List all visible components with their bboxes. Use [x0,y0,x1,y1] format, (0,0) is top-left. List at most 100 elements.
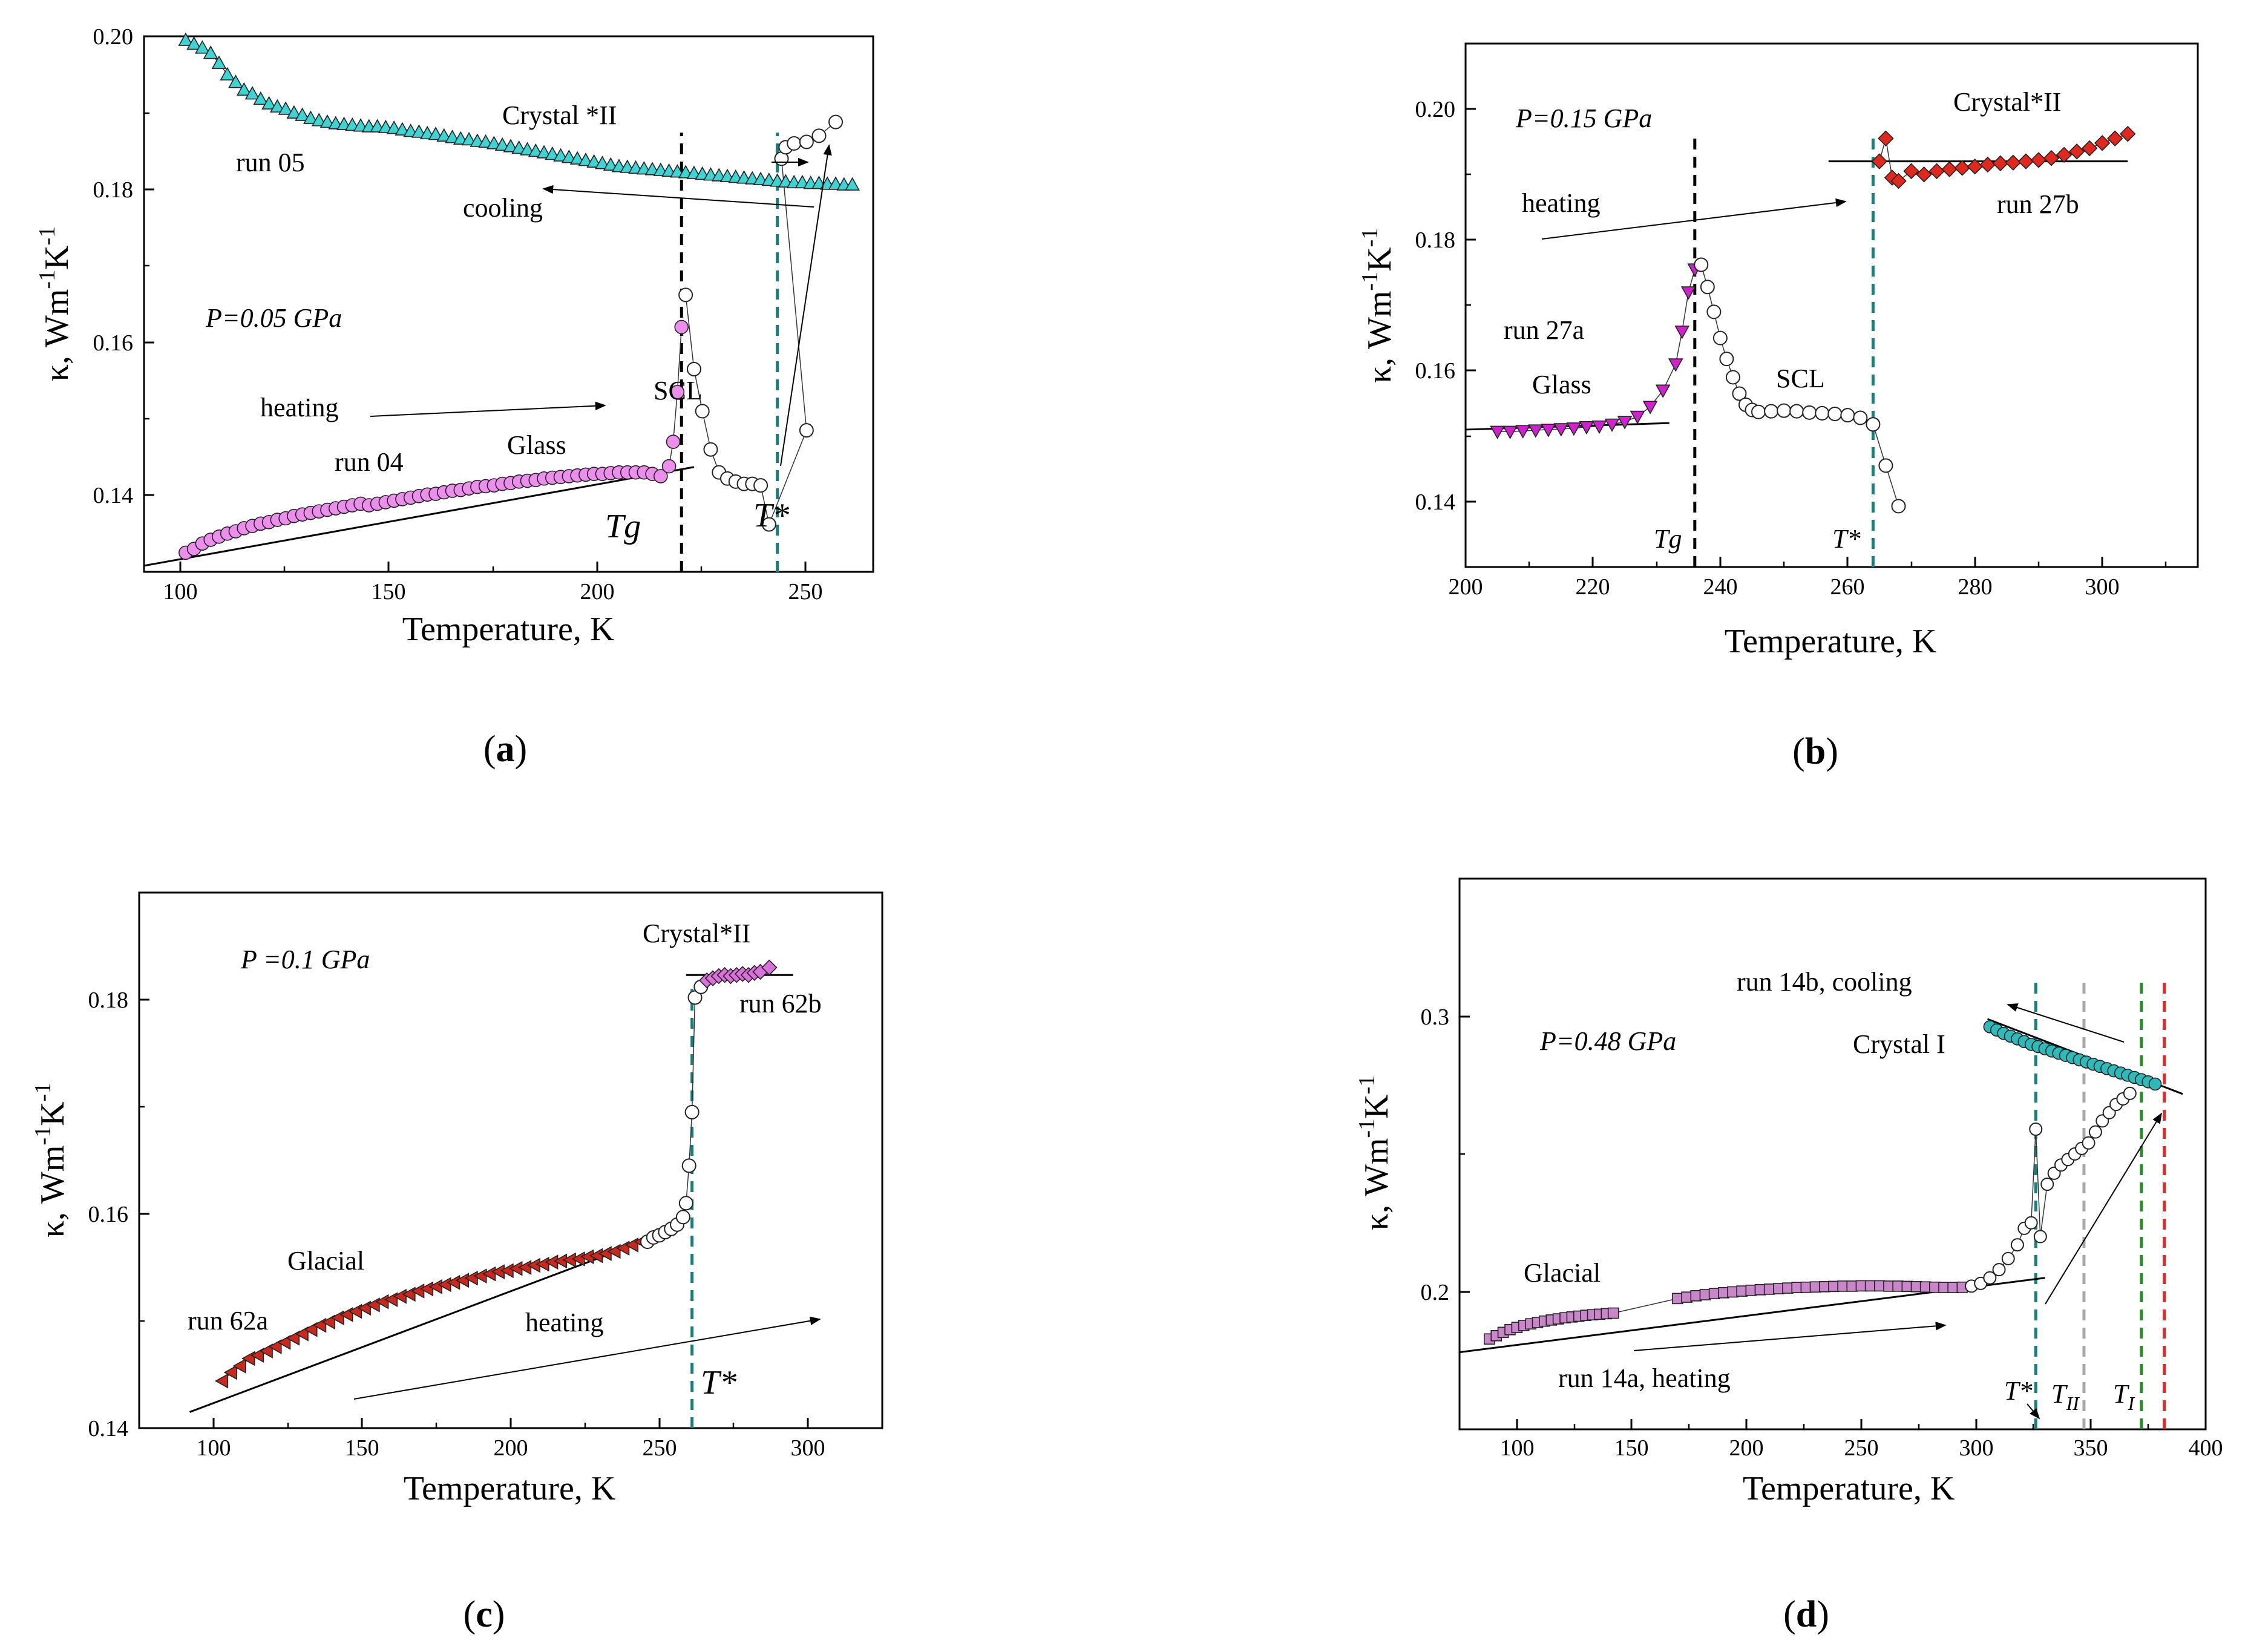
x-axis-label: Temperature, K [1725,623,1937,660]
data-point [753,478,768,493]
data-point [1840,408,1855,423]
annotation: heating [1522,188,1601,218]
data-point [1528,424,1544,438]
data-point [684,1104,700,1119]
fit-line [189,1234,660,1413]
data-point [1853,410,1868,425]
data-point [1617,416,1633,430]
data-point [236,82,252,96]
x-tick-label: 150 [1614,1435,1649,1461]
data-point [269,99,285,113]
data-point [1630,410,1645,424]
data-point [1967,159,1983,175]
data-point [1827,406,1843,421]
x-tick-label: 250 [788,579,823,605]
plot-frame [138,891,883,1429]
panel-label: (d) [1783,1594,1829,1635]
annotation: run 14a, heating [1558,1363,1731,1393]
y-axis-label: κ, Wm-1K-1 [34,226,76,381]
data-point [411,124,427,138]
annotation: heating [525,1308,604,1337]
data-point [1732,386,1747,401]
data-point [503,139,519,152]
y-tick-label: 0.14 [88,1416,129,1441]
x-tick-label: 280 [1958,574,1993,600]
data-point [1789,404,1804,419]
arrow [2027,1403,2040,1420]
x-tick-label: 150 [372,579,406,605]
data-point [1642,401,1658,415]
data-point [528,143,543,157]
annotation: run 05 [236,148,305,177]
data-point [811,128,827,143]
data-point [478,134,493,148]
x-tick-label: 100 [163,579,198,605]
annotation: run 62a [188,1306,268,1336]
y-tick-label: 0.20 [1415,97,1456,122]
data-point [2033,1230,2047,1244]
data-point [603,157,618,171]
data-point [487,136,502,149]
data-point [1928,163,1945,180]
data-point [1680,286,1696,300]
data-point [1890,172,1907,189]
data-point [214,1373,229,1389]
data-point [1979,156,1996,173]
data-point [520,142,535,156]
data-point [1604,418,1620,432]
data-point [1566,422,1582,436]
data-point [2106,130,2123,147]
data-point [1941,161,1958,177]
panel-label: (c) [464,1594,505,1635]
x-tick-label: 300 [2085,574,2120,600]
annotation: heating [260,393,339,422]
y-tick-label: 0.18 [93,177,134,203]
data-point [1607,1307,1619,1319]
panel-label: (a) [483,729,527,770]
data-point [1579,421,1594,435]
data-point [2001,1251,2015,1265]
y-axis-label: κ, Wm-1K-1 [30,1083,71,1237]
annotation: run 27a [1504,315,1584,345]
data-point [595,156,610,169]
data-point [261,96,277,110]
panel-d: 100 150 200 250 300 350 400 0.2 0.3 Temp… [1354,877,2223,1635]
annotation: run 27b [1997,189,2079,219]
data-point [761,959,778,976]
cooling-arrow [2007,1003,2125,1043]
data-point [295,107,310,121]
x-tick-label: 300 [791,1435,825,1461]
panel-label: (b) [1792,731,1838,772]
annotation: Crystal *II [502,100,617,130]
data-point [1992,1263,2006,1277]
data-point [253,91,269,105]
y-ticks [1466,108,1476,503]
x-axis-label: Temperature, K [404,1470,616,1507]
data-point [536,145,552,159]
data-point [1694,257,1709,272]
annotation: Crystal*II [643,919,750,948]
data-point [250,1348,264,1363]
data-point [799,423,814,438]
data-point [286,105,302,119]
data-point [2043,149,2060,166]
x-ticks [1516,1419,2207,1429]
data-point [2005,154,2022,171]
x-tick-label: 240 [1703,574,1738,600]
data-point [703,442,718,457]
x-tick-label: 250 [1844,1435,1879,1461]
y-tick-label: 0.16 [88,1202,129,1227]
data-point [1802,405,1817,420]
data-point [511,140,527,154]
data-point [445,129,460,143]
data-point [244,86,260,100]
data-point [223,1365,237,1380]
x-tick-label: 200 [494,1435,528,1461]
data-point [1591,420,1607,434]
panel-c: 100 150 200 250 300 0.14 0.16 0.18 Tempe… [30,891,883,1635]
data-point [675,1210,690,1225]
data-point [761,517,776,532]
plot-area [143,32,860,572]
data-point [2081,140,2098,157]
